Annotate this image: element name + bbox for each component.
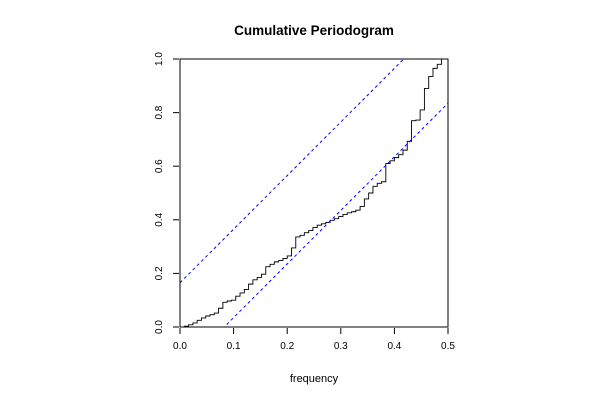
x-tick-label: 0.2 [280, 341, 294, 352]
chart-title: Cumulative Periodogram [234, 23, 394, 38]
plot-frame [179, 58, 449, 328]
x-tick-label: 0.5 [441, 341, 455, 352]
y-tick-label: 1.0 [154, 52, 165, 66]
plot-area [180, 59, 448, 327]
y-tick-label: 0.0 [154, 320, 165, 334]
y-tick-label: 0.4 [154, 212, 165, 226]
lower-confidence-band-line [223, 102, 448, 327]
y-tick-label: 0.6 [154, 159, 165, 173]
x-tick-label: 0.0 [173, 341, 187, 352]
x-axis-label: frequency [290, 373, 339, 385]
y-tick-label: 0.2 [154, 266, 165, 280]
x-tick-label: 0.1 [227, 341, 241, 352]
y-tick-label: 0.8 [154, 105, 165, 119]
upper-confidence-band-line [180, 59, 405, 284]
x-tick-label: 0.3 [334, 341, 348, 352]
cumulative-periodogram-step-line [180, 59, 448, 327]
x-tick-label: 0.4 [387, 341, 401, 352]
